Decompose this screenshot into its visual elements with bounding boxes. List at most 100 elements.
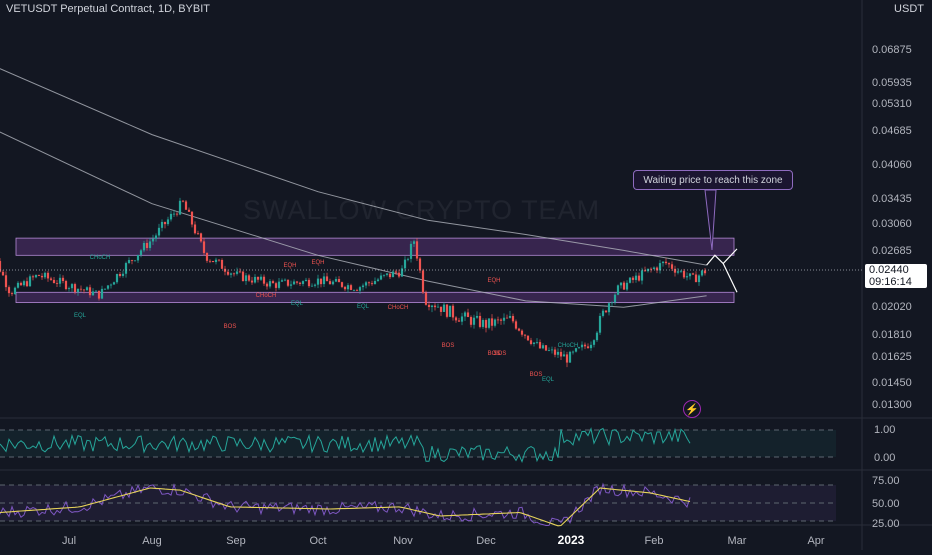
- candle-body: [247, 275, 251, 281]
- candle-body: [355, 289, 359, 291]
- watermark: SWALLOW CRYPTO TEAM: [243, 195, 601, 225]
- structure-label: BOS: [224, 324, 237, 330]
- candle-body: [577, 347, 581, 349]
- candle-body: [661, 261, 665, 264]
- y-tick-label: 0.01625: [872, 351, 912, 363]
- candle-body: [415, 241, 419, 259]
- lightning-icon[interactable]: ⚡: [683, 400, 701, 418]
- candle-body: [250, 280, 254, 283]
- candle-body: [115, 274, 119, 283]
- candle-body: [319, 278, 323, 285]
- candle-body: [502, 317, 506, 321]
- candle-body: [619, 282, 623, 286]
- osc1-tick-label: 0.00: [874, 452, 895, 464]
- candle-body: [154, 235, 158, 239]
- candle-body: [487, 318, 491, 328]
- candle-body: [265, 283, 269, 287]
- candle-body: [622, 282, 626, 290]
- candle-body: [616, 285, 620, 295]
- candle-body: [316, 278, 320, 285]
- candle-body: [127, 260, 131, 264]
- candle-body: [172, 213, 176, 215]
- candle-body: [586, 346, 590, 349]
- candle-body: [625, 282, 629, 290]
- candle-body: [667, 263, 671, 265]
- candle-body: [235, 271, 239, 274]
- candle-body: [412, 241, 416, 244]
- candle-body: [598, 315, 602, 333]
- candle-body: [358, 287, 362, 291]
- candle-body: [241, 271, 245, 282]
- candle-body: [664, 261, 668, 264]
- candle-body: [106, 285, 110, 289]
- y-tick-label: 0.04060: [872, 159, 912, 171]
- y-tick-label: 0.03435: [872, 193, 912, 205]
- candle-body: [424, 292, 428, 305]
- candle-body: [613, 294, 617, 303]
- candle-body: [529, 340, 533, 344]
- candle-body: [643, 270, 647, 272]
- candle-body: [181, 200, 185, 202]
- candle-body: [649, 268, 653, 270]
- candle-body: [418, 258, 422, 271]
- candle-body: [382, 274, 386, 276]
- candle-body: [637, 275, 641, 281]
- candle-body: [70, 284, 74, 289]
- y-tick-label: 0.01300: [872, 399, 912, 411]
- candle-body: [67, 288, 71, 290]
- candle-body: [142, 242, 146, 251]
- candle-body: [481, 320, 485, 327]
- candle-body: [670, 264, 674, 269]
- candle-body: [526, 335, 530, 341]
- candle-body: [517, 328, 521, 331]
- osc1-line: [0, 427, 691, 464]
- candle-body: [178, 200, 182, 215]
- candle-body: [145, 242, 149, 248]
- candle-body: [25, 281, 29, 287]
- candle-body: [256, 276, 260, 280]
- candle-body: [208, 260, 212, 262]
- candle-body: [76, 288, 80, 293]
- candle-body: [100, 288, 104, 299]
- candle-body: [604, 310, 608, 313]
- candle-body: [64, 281, 68, 290]
- candle-body: [139, 250, 143, 255]
- candle-body: [367, 282, 371, 284]
- candle-body: [370, 283, 374, 285]
- candle-body: [688, 273, 692, 277]
- candle-body: [430, 305, 434, 308]
- candle-body: [391, 271, 395, 278]
- candle-body: [454, 317, 458, 321]
- candle-body: [52, 279, 56, 284]
- candle-body: [190, 211, 194, 225]
- candle-body: [277, 281, 281, 288]
- osc1-tick-label: 1.00: [874, 424, 895, 436]
- candle-body: [211, 260, 215, 263]
- structure-label: CHoCH: [388, 305, 409, 311]
- candle-body: [496, 319, 500, 321]
- candle-body: [232, 273, 236, 275]
- candle-body: [31, 276, 35, 278]
- candle-body: [118, 274, 122, 276]
- candle-body: [505, 317, 509, 319]
- candle-body: [472, 317, 476, 325]
- y-tick-label: 0.02685: [872, 245, 912, 257]
- candle-body: [448, 305, 452, 317]
- candle-body: [640, 270, 644, 281]
- candle-body: [475, 315, 479, 318]
- candle-body: [673, 268, 677, 273]
- candle-body: [631, 277, 635, 280]
- osc2-tick-label: 50.00: [872, 498, 900, 510]
- candle-body: [541, 345, 545, 349]
- candle-body: [283, 279, 287, 281]
- structure-label: EQL: [291, 301, 304, 307]
- candle-body: [169, 213, 173, 220]
- candle-body: [280, 280, 284, 282]
- structure-label: SOS: [494, 351, 507, 357]
- candle-body: [457, 320, 461, 322]
- candle-body: [196, 233, 200, 235]
- candle-body: [1, 271, 5, 276]
- candle-body: [580, 344, 584, 348]
